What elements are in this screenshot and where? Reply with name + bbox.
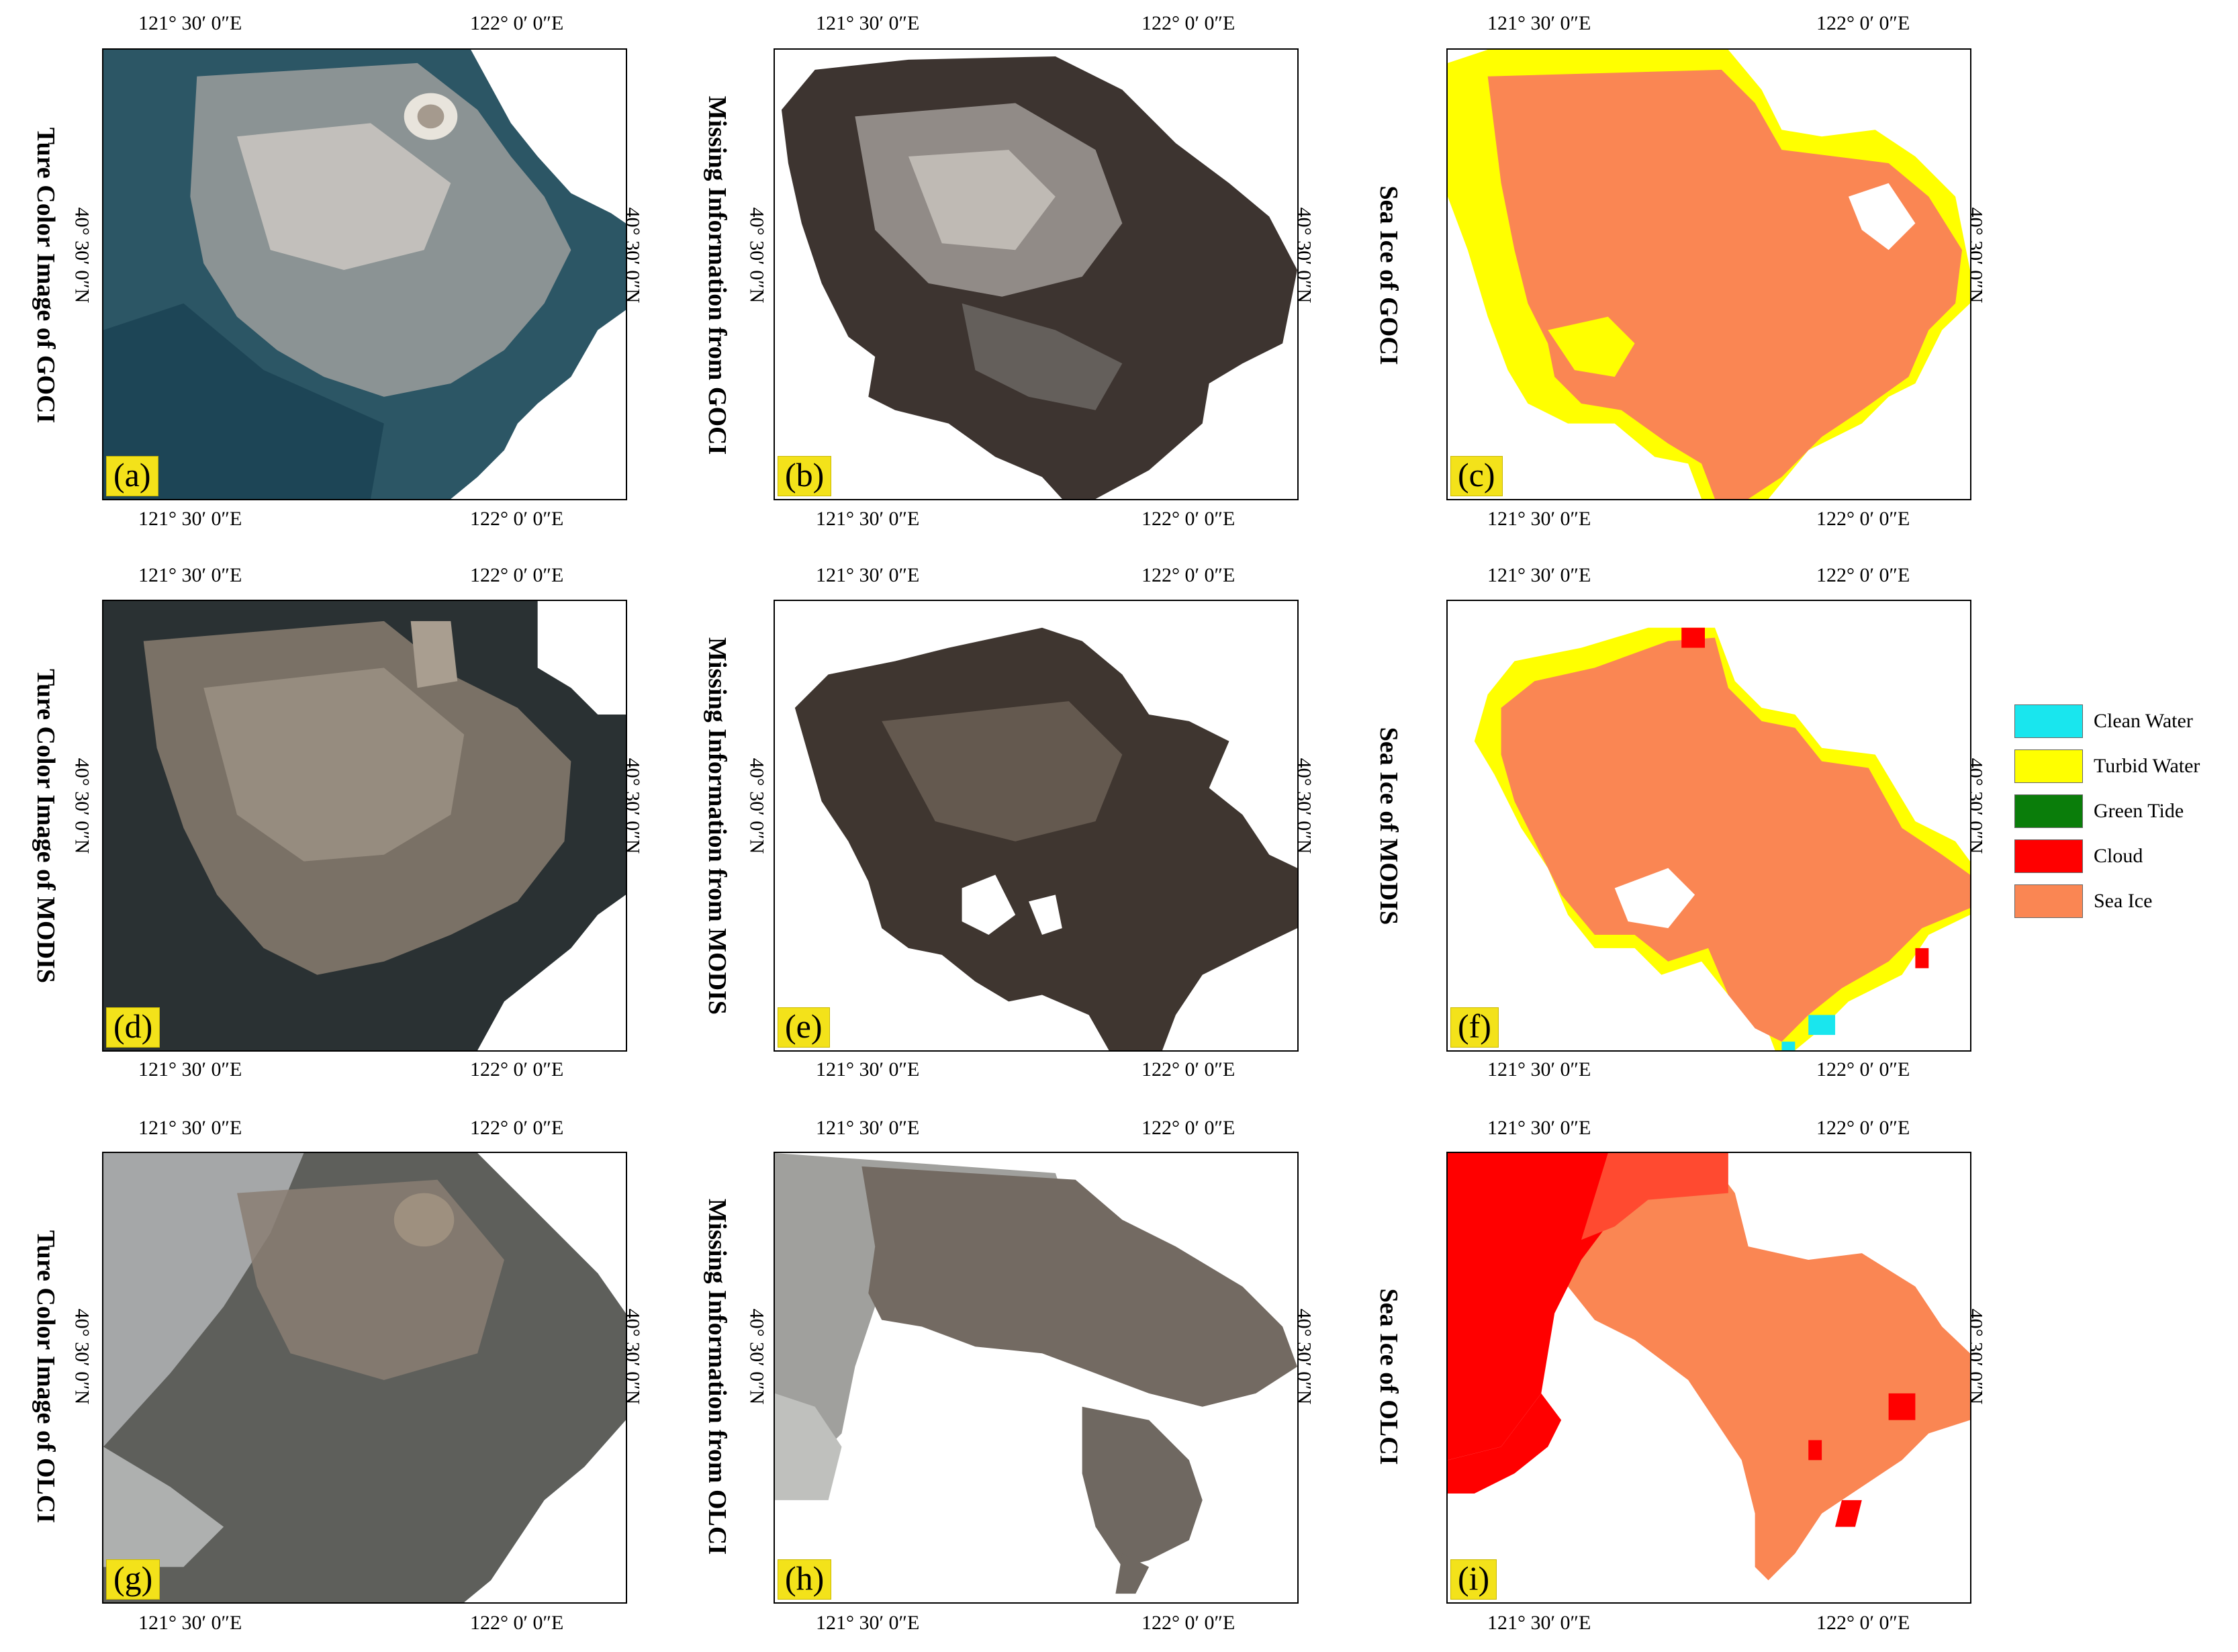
legend-item-cloud: Cloud — [2014, 833, 2229, 878]
panel-d-title: Ture Color Image of MODIS — [32, 669, 60, 983]
panel-g-letter: (g) — [106, 1559, 160, 1600]
panel-h-letter: (h) — [778, 1559, 832, 1600]
panel-f-letter: (f) — [1450, 1007, 1499, 1048]
lon-tick-top-left: 121° 30′ 0″E — [816, 12, 920, 34]
lat-tick-left: 40° 30′ 0″N — [745, 207, 768, 304]
lat-tick-left: 40° 30′ 0″N — [71, 207, 93, 304]
panel-a-letter: (a) — [106, 456, 158, 496]
lon-tick-bottom-right: 122° 0′ 0″E — [470, 1058, 564, 1081]
lon-tick-bottom-left: 121° 30′ 0″E — [138, 508, 242, 530]
lon-tick-top-left: 121° 30′ 0″E — [816, 1117, 920, 1139]
legend-swatch-cloud — [2014, 839, 2083, 873]
lon-tick-bottom-left: 121° 30′ 0″E — [138, 1058, 242, 1081]
lon-tick-top-left: 121° 30′ 0″E — [138, 12, 242, 34]
lat-tick-left: 40° 30′ 0″N — [745, 758, 768, 854]
lon-tick-bottom-right: 122° 0′ 0″E — [1816, 508, 1910, 530]
lat-tick-left: 40° 30′ 0″N — [71, 758, 93, 854]
lon-tick-top-right: 122° 0′ 0″E — [1141, 12, 1235, 34]
panel-a-title: Ture Color Image of GOCI — [32, 127, 60, 424]
lon-tick-bottom-right: 122° 0′ 0″E — [1141, 1612, 1235, 1634]
map-panel-f: (f) — [1446, 600, 1971, 1052]
panel-b-letter: (b) — [778, 456, 832, 496]
panel-e-letter: (e) — [778, 1007, 830, 1048]
lon-tick-top-right: 122° 0′ 0″E — [470, 12, 564, 34]
panel-c-title: Sea Ice of GOCI — [1374, 185, 1403, 365]
lon-tick-top-left: 121° 30′ 0″E — [816, 564, 920, 586]
panel-g-title: Ture Color Image of OLCI — [32, 1230, 60, 1524]
map-panel-g: (g) — [102, 1152, 627, 1604]
legend-item-green-tide: Green Tide — [2014, 788, 2229, 833]
legend-swatch-sea-ice — [2014, 884, 2083, 918]
panel-c-letter: (c) — [1450, 456, 1503, 496]
panel-h-title: Missing Information from OLCI — [703, 1198, 731, 1555]
legend-label: Cloud — [2094, 844, 2143, 867]
legend-label: Clean Water — [2094, 709, 2193, 732]
missing-information-olci — [775, 1153, 1297, 1594]
lon-tick-bottom-left: 121° 30′ 0″E — [816, 508, 920, 530]
lon-tick-bottom-left: 121° 30′ 0″E — [1487, 508, 1591, 530]
sea-ice-classification-olci — [1448, 1153, 1970, 1581]
lon-tick-bottom-right: 122° 0′ 0″E — [1141, 508, 1235, 530]
lon-tick-top-left: 121° 30′ 0″E — [1487, 564, 1591, 586]
map-panel-a: (a) — [102, 48, 627, 500]
map-panel-b: (b) — [774, 48, 1299, 500]
map-panel-e: (e) — [774, 600, 1299, 1052]
legend-swatch-green-tide — [2014, 794, 2083, 828]
lon-tick-bottom-left: 121° 30′ 0″E — [1487, 1058, 1591, 1081]
lon-tick-bottom-right: 122° 0′ 0″E — [1816, 1058, 1910, 1081]
lat-tick-left: 40° 30′ 0″N — [745, 1308, 768, 1405]
legend-label: Sea Ice — [2094, 889, 2153, 912]
panel-e-title: Missing Information from MODIS — [703, 637, 731, 1015]
legend: Clean Water Turbid Water Green Tide Clou… — [2014, 698, 2229, 923]
lon-tick-top-right: 122° 0′ 0″E — [1816, 12, 1910, 34]
lon-tick-top-left: 121° 30′ 0″E — [1487, 12, 1591, 34]
lon-tick-top-left: 121° 30′ 0″E — [138, 564, 242, 586]
panel-i-letter: (i) — [1450, 1559, 1497, 1600]
panel-f-title: Sea Ice of MODIS — [1374, 727, 1403, 925]
legend-swatch-clean-water — [2014, 704, 2083, 738]
panel-b-title: Missing Information from GOCI — [703, 95, 731, 455]
panel-i-title: Sea Ice of OLCI — [1374, 1288, 1403, 1465]
lon-tick-top-right: 122° 0′ 0″E — [1816, 564, 1910, 586]
legend-swatch-turbid-water — [2014, 749, 2083, 783]
legend-item-sea-ice: Sea Ice — [2014, 878, 2229, 923]
legend-label: Green Tide — [2094, 799, 2184, 822]
true-color-image-olci — [103, 1153, 626, 1602]
lon-tick-top-right: 122° 0′ 0″E — [1816, 1117, 1910, 1139]
lon-tick-top-left: 121° 30′ 0″E — [1487, 1117, 1591, 1139]
map-panel-c: (c) — [1446, 48, 1971, 500]
missing-information-goci — [781, 56, 1297, 499]
map-panel-h: (h) — [774, 1152, 1299, 1604]
lon-tick-bottom-left: 121° 30′ 0″E — [816, 1058, 920, 1081]
lon-tick-top-right: 122° 0′ 0″E — [1141, 564, 1235, 586]
map-panel-d: (d) — [102, 600, 627, 1052]
lon-tick-top-right: 122° 0′ 0″E — [470, 1117, 564, 1139]
lon-tick-bottom-right: 122° 0′ 0″E — [1816, 1612, 1910, 1634]
lon-tick-bottom-left: 121° 30′ 0″E — [138, 1612, 242, 1634]
lon-tick-bottom-left: 121° 30′ 0″E — [1487, 1612, 1591, 1634]
true-color-image-modis — [103, 601, 626, 1050]
legend-label: Turbid Water — [2094, 754, 2200, 777]
legend-item-clean-water: Clean Water — [2014, 698, 2229, 743]
lat-tick-left: 40° 30′ 0″N — [71, 1308, 93, 1405]
lon-tick-bottom-left: 121° 30′ 0″E — [816, 1612, 920, 1634]
lon-tick-bottom-right: 122° 0′ 0″E — [1141, 1058, 1235, 1081]
lon-tick-top-right: 122° 0′ 0″E — [470, 564, 564, 586]
missing-information-modis — [794, 627, 1297, 1050]
lon-tick-top-left: 121° 30′ 0″E — [138, 1117, 242, 1139]
lon-tick-top-right: 122° 0′ 0″E — [1141, 1117, 1235, 1139]
sea-ice-classification-goci — [1448, 50, 1970, 499]
legend-item-turbid-water: Turbid Water — [2014, 743, 2229, 788]
true-color-image-goci — [103, 50, 626, 499]
map-panel-i: (i) — [1446, 1152, 1971, 1604]
panel-d-letter: (d) — [106, 1007, 160, 1048]
lon-tick-bottom-right: 122° 0′ 0″E — [470, 1612, 564, 1634]
lon-tick-bottom-right: 122° 0′ 0″E — [470, 508, 564, 530]
sea-ice-classification-modis — [1474, 627, 1970, 1050]
